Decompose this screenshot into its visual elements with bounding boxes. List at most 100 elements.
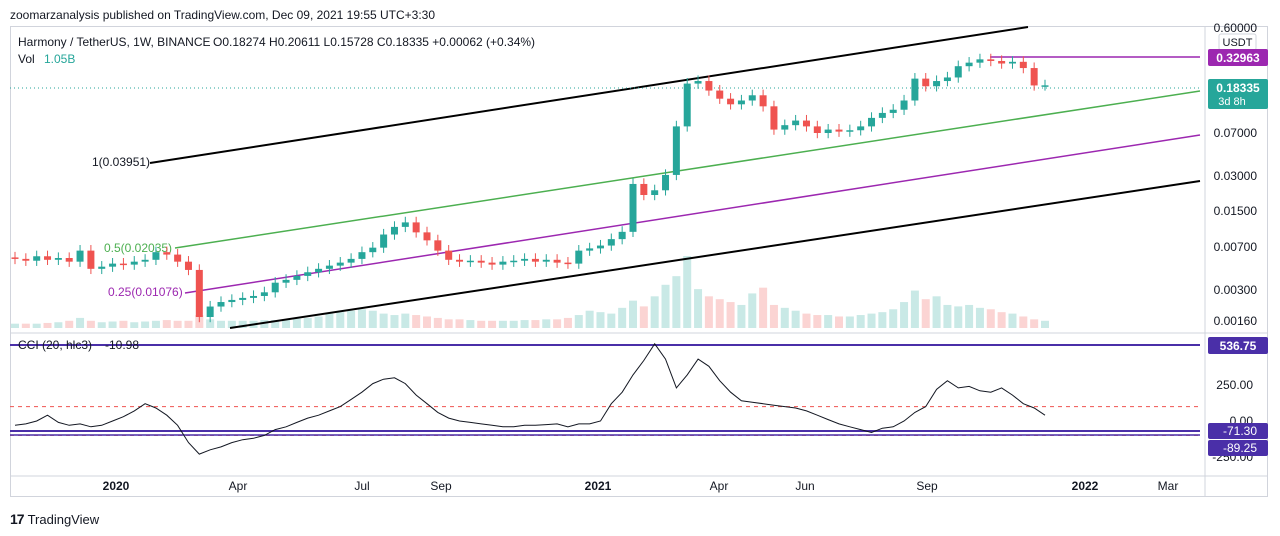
volume-bar (368, 310, 377, 328)
candle-body (347, 258, 355, 263)
cci-legend-label: CCI (20, hlc3) (18, 338, 92, 352)
candle-body (748, 95, 756, 101)
candle-body (1008, 61, 1016, 64)
fib-label-05: 0.5(0.02035) (104, 241, 172, 255)
candle-body (781, 125, 789, 130)
last-price-label: 0.18335 (1216, 81, 1260, 95)
candle-body (672, 126, 680, 175)
time-axis-label: Mar (1158, 479, 1179, 493)
volume-bar (314, 316, 323, 328)
volume-bar (618, 307, 627, 328)
candle-body (933, 81, 941, 87)
high-marker-label: 0.32963 (1216, 51, 1260, 65)
candle-body (727, 98, 735, 105)
candle-body (98, 266, 106, 269)
candle-body (87, 250, 95, 269)
volume-bar (303, 317, 312, 328)
time-axis-label: Sep (916, 479, 938, 493)
volume-bar (390, 315, 399, 328)
channel-mid-line (174, 90, 1201, 249)
candle-body (336, 262, 344, 266)
candle-body (629, 183, 637, 232)
candle-body (586, 248, 594, 251)
volume-bar (769, 304, 778, 328)
volume-bar (21, 323, 30, 328)
candle-body (976, 59, 984, 63)
candle-body (445, 250, 453, 260)
volume-bar (672, 276, 681, 328)
volume-bar (162, 320, 171, 328)
chart-frame[interactable] (10, 26, 1268, 497)
candle-body (1030, 68, 1038, 86)
candle-body (456, 259, 464, 262)
volume-bar (639, 306, 648, 328)
candle-body (369, 247, 377, 253)
volume-bar (43, 322, 52, 328)
volume-bar (629, 300, 637, 328)
candle-body (770, 106, 778, 130)
candle-body (737, 100, 745, 105)
cci-value1-label: -71.30 (1223, 424, 1257, 438)
price-tick-label: 0.07000 (1214, 126, 1258, 140)
candle-body (488, 262, 496, 265)
volume-bar (227, 320, 236, 328)
fib-label-025: 0.25(0.01076) (108, 285, 183, 299)
volume-bar (553, 319, 562, 328)
candle-body (1041, 85, 1049, 87)
candle-body (531, 258, 539, 262)
candle-body (119, 263, 127, 266)
volume-bar (455, 319, 464, 328)
time-axis-label: 2022 (1072, 479, 1099, 493)
candle-body (412, 222, 420, 233)
candle-body (802, 120, 810, 127)
volume-bar (498, 320, 507, 328)
volume-bar (520, 320, 529, 328)
volume-bar (325, 313, 334, 328)
candle-body (553, 259, 561, 263)
volume-bar (173, 320, 182, 328)
candle-body (250, 295, 258, 298)
candle-body (206, 306, 214, 317)
price-tick-label: 0.60000 (1214, 21, 1258, 35)
volume-bar (759, 287, 768, 328)
volume-bar (954, 306, 963, 328)
volume-bar (585, 310, 594, 328)
volume-bar (271, 320, 280, 328)
cci-max-label: 536.75 (1220, 339, 1257, 353)
candle-body (564, 262, 572, 265)
candle-body (759, 95, 767, 107)
tradingview-logo-icon: 17 (10, 511, 25, 527)
candle-body (813, 126, 821, 133)
volume-bar (835, 316, 843, 328)
volume-legend-label: Vol (18, 52, 35, 66)
candle-body (846, 130, 854, 132)
volume-bar (357, 309, 366, 328)
cci-max-badge (1208, 337, 1268, 354)
price-tick-label: 0.01500 (1214, 204, 1258, 218)
cci-value2-badge (1208, 440, 1268, 456)
candle-body (141, 259, 149, 262)
candle-body (835, 129, 843, 132)
candle-body (22, 258, 30, 261)
volume-bar (856, 315, 865, 328)
volume-bar (119, 320, 128, 328)
candle-body (954, 66, 962, 78)
time-axis-label: Apr (710, 479, 729, 493)
candle-body (184, 261, 192, 270)
candle-body (195, 269, 203, 317)
candle-body (54, 257, 62, 260)
candle-body (423, 232, 431, 241)
candle-body (293, 275, 301, 280)
candle-body (174, 254, 182, 262)
currency-label: USDT (1223, 37, 1253, 49)
candle-body (239, 297, 247, 300)
volume-bar (401, 313, 410, 328)
candle-body (228, 299, 236, 303)
symbol-legend: Harmony / TetherUS, 1W, BINANCE (18, 35, 211, 49)
candle-body (596, 245, 604, 249)
candle-body (521, 258, 529, 261)
volume-bar (889, 309, 898, 328)
candle-body (466, 260, 474, 263)
volume-bar (596, 312, 605, 328)
